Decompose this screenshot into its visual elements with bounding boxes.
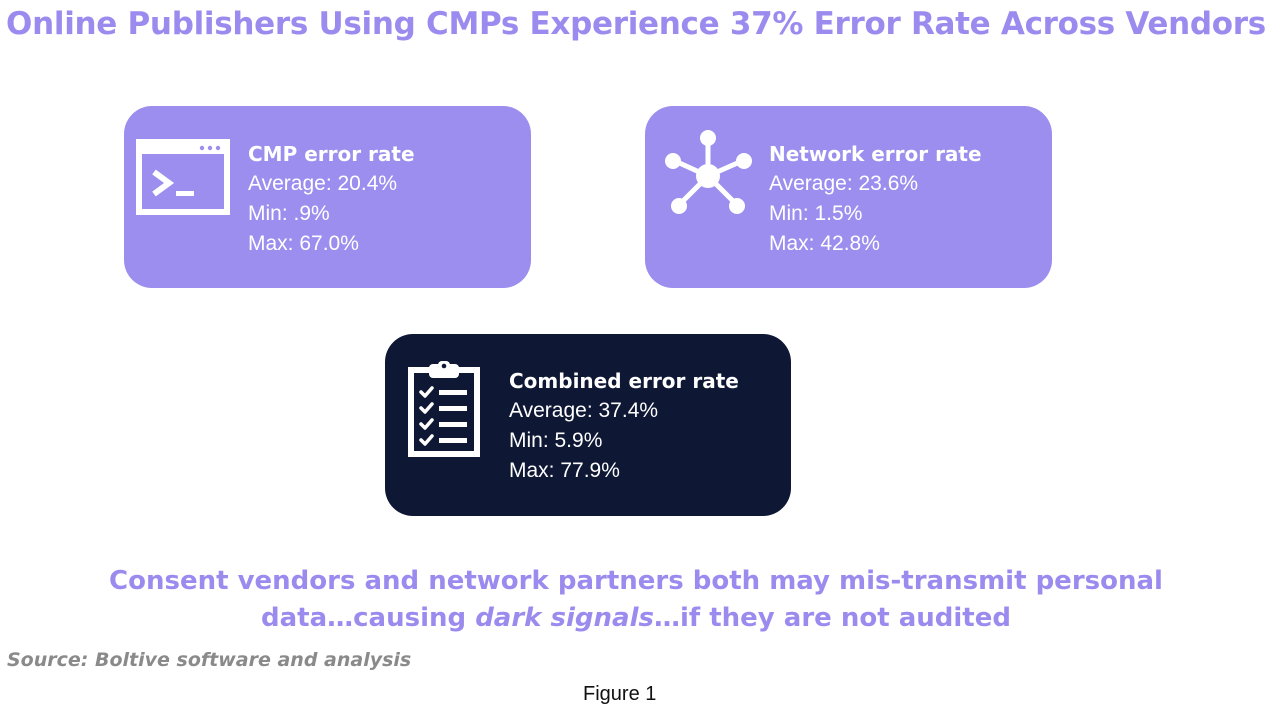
tagline-emphasis: dark signals <box>475 603 654 633</box>
combined-card-text: Combined error rate Average: 37.4% Min: … <box>509 366 739 486</box>
tagline-line-2: data…causing dark signals…if they are no… <box>0 600 1272 637</box>
terminal-window-icon <box>136 139 232 223</box>
tagline-line-1: Consent vendors and network partners bot… <box>109 566 1163 596</box>
page-title: Online Publishers Using CMPs Experience … <box>6 6 1266 42</box>
figure-caption: Figure 1 <box>583 683 657 705</box>
combined-card-heading: Combined error rate <box>509 369 739 393</box>
combined-average: Average: 37.4% <box>509 399 659 422</box>
network-error-rate-card: Network error rate Average: 23.6% Min: 1… <box>645 106 1052 288</box>
combined-min: Min: 5.9% <box>509 429 603 452</box>
tagline: Consent vendors and network partners bot… <box>0 563 1272 637</box>
cmp-max: Max: 67.0% <box>248 232 359 255</box>
network-average: Average: 23.6% <box>769 172 919 195</box>
clipboard-checklist-icon <box>407 360 487 464</box>
network-min: Min: 1.5% <box>769 202 863 225</box>
cmp-average: Average: 20.4% <box>248 172 398 195</box>
combined-error-rate-card: Combined error rate Average: 37.4% Min: … <box>385 334 791 516</box>
cmp-card-heading: CMP error rate <box>248 142 415 166</box>
source-note: Source: Boltive software and analysis <box>7 649 412 671</box>
cmp-card-text: CMP error rate Average: 20.4% Min: .9% M… <box>248 139 415 259</box>
cmp-min: Min: .9% <box>248 202 330 225</box>
cmp-error-rate-card: CMP error rate Average: 20.4% Min: .9% M… <box>124 106 531 288</box>
tagline-line-2-end: …if they are not audited <box>653 603 1011 633</box>
network-card-heading: Network error rate <box>769 142 982 166</box>
combined-max: Max: 77.9% <box>509 459 620 482</box>
network-max: Max: 42.8% <box>769 232 880 255</box>
network-hub-icon <box>660 128 756 228</box>
tagline-line-2-start: data…causing <box>261 603 476 633</box>
network-card-text: Network error rate Average: 23.6% Min: 1… <box>769 139 982 259</box>
